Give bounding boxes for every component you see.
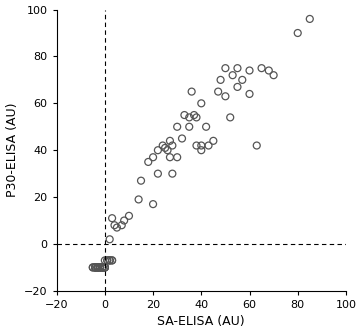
Point	[230, 72, 236, 78]
Point	[162, 145, 168, 151]
Point	[95, 265, 101, 270]
Point	[119, 222, 125, 228]
Point	[186, 124, 192, 130]
Point	[215, 89, 221, 94]
Point	[167, 155, 173, 160]
Point	[181, 112, 187, 118]
Point	[266, 68, 272, 73]
Point	[111, 222, 117, 228]
Point	[100, 265, 105, 270]
Point	[100, 265, 105, 270]
Point	[102, 265, 108, 270]
Point	[102, 265, 108, 270]
Point	[155, 171, 161, 176]
Point	[150, 155, 156, 160]
Point	[107, 258, 113, 263]
Point	[107, 258, 113, 263]
Point	[95, 265, 101, 270]
Point	[95, 265, 101, 270]
Point	[203, 124, 209, 130]
Point	[223, 94, 228, 99]
Point	[92, 265, 98, 270]
Point	[169, 171, 175, 176]
Point	[100, 265, 105, 270]
Point	[235, 65, 240, 71]
Point	[104, 258, 110, 263]
Point	[295, 30, 300, 36]
Point	[97, 265, 103, 270]
X-axis label: SA-ELISA (AU): SA-ELISA (AU)	[157, 315, 245, 328]
Point	[92, 265, 98, 270]
Point	[218, 77, 223, 82]
Point	[198, 101, 204, 106]
Point	[102, 265, 108, 270]
Point	[92, 265, 98, 270]
Point	[121, 218, 127, 223]
Point	[254, 143, 260, 148]
Point	[136, 197, 142, 202]
Point	[223, 65, 228, 71]
Point	[174, 124, 180, 130]
Point	[100, 265, 105, 270]
Point	[271, 72, 277, 78]
Point	[169, 143, 175, 148]
Point	[107, 258, 113, 263]
Y-axis label: P30-ELISA (AU): P30-ELISA (AU)	[5, 103, 18, 197]
Point	[102, 258, 108, 263]
Point	[95, 265, 101, 270]
Point	[194, 115, 199, 120]
Point	[97, 265, 103, 270]
Point	[126, 213, 132, 218]
Point	[114, 225, 120, 230]
Point	[247, 91, 252, 97]
Point	[97, 265, 103, 270]
Point	[150, 201, 156, 207]
Point	[206, 143, 211, 148]
Point	[247, 68, 252, 73]
Point	[307, 16, 313, 22]
Point	[210, 138, 216, 144]
Point	[167, 138, 173, 144]
Point	[259, 65, 265, 71]
Point	[107, 236, 113, 242]
Point	[109, 215, 115, 221]
Point	[92, 265, 98, 270]
Point	[191, 112, 197, 118]
Point	[90, 265, 96, 270]
Point	[160, 143, 165, 148]
Point	[146, 159, 151, 165]
Point	[97, 265, 103, 270]
Point	[174, 155, 180, 160]
Point	[109, 258, 115, 263]
Point	[165, 148, 171, 153]
Point	[186, 115, 192, 120]
Point	[95, 265, 101, 270]
Point	[179, 136, 185, 141]
Point	[239, 77, 245, 82]
Point	[100, 265, 105, 270]
Point	[227, 115, 233, 120]
Point	[198, 148, 204, 153]
Point	[198, 143, 204, 148]
Point	[155, 148, 161, 153]
Point	[104, 258, 110, 263]
Point	[189, 89, 194, 94]
Point	[102, 265, 108, 270]
Point	[138, 178, 144, 183]
Point	[90, 265, 96, 270]
Point	[194, 143, 199, 148]
Point	[109, 258, 115, 263]
Point	[235, 84, 240, 90]
Point	[92, 265, 98, 270]
Point	[97, 265, 103, 270]
Point	[95, 265, 101, 270]
